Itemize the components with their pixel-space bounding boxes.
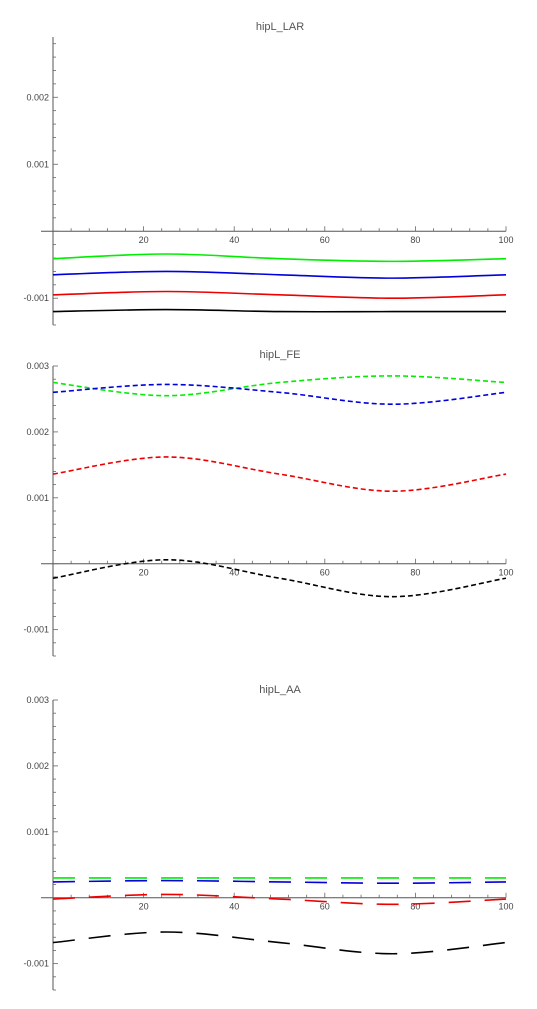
series-line-3 <box>52 893 507 906</box>
x-tick-label: 20 <box>139 235 149 245</box>
series-line-4 <box>52 931 507 955</box>
y-tick-label: 0.002 <box>26 92 49 102</box>
x-tick-label: 40 <box>229 902 239 912</box>
x-tick-label: 60 <box>320 902 330 912</box>
y-tick-label: -0.001 <box>23 625 49 635</box>
chart-title: hipL_AA <box>259 684 301 696</box>
chart-panel-hipL-FE: hipL_FE -0.001 0.001 0.002 0.003 20 40 60 80 100 <box>23 349 514 657</box>
series-line-4 <box>52 558 507 598</box>
y-tick-label: 0.002 <box>26 427 49 437</box>
y-tick-label: 0.001 <box>26 159 49 169</box>
chart-title: hipL_FE <box>260 349 301 361</box>
x-tick-label: 20 <box>139 902 149 912</box>
series-line-3 <box>52 456 507 493</box>
chart-title: hipL_LAR <box>256 21 304 33</box>
x-tick-label: 40 <box>229 235 239 245</box>
x-tick-label: 60 <box>320 235 330 245</box>
y-tick-label: 0.003 <box>26 361 49 371</box>
chart-panel-hipL-AA: hipL_AA -0.001 0.001 0.002 0.003 20 40 60 80 100 <box>23 684 514 991</box>
x-tick-label: 80 <box>410 235 420 245</box>
y-tick-label: 0.003 <box>26 695 49 705</box>
x-tick-label: 40 <box>229 568 239 578</box>
x-tick-label: 100 <box>498 902 513 912</box>
x-tick-label: 100 <box>498 235 513 245</box>
series-line-4 <box>52 308 506 313</box>
y-tick-label: 0.001 <box>26 827 49 837</box>
x-tick-label: 80 <box>410 568 420 578</box>
series-line-2 <box>52 879 507 885</box>
x-tick-label: 60 <box>320 568 330 578</box>
series-line-2 <box>52 270 507 279</box>
x-tick-label: 20 <box>139 568 149 578</box>
series-line-2 <box>52 383 507 406</box>
x-tick-label: 100 <box>498 568 513 578</box>
y-tick-label: 0.002 <box>26 761 49 771</box>
y-tick-label: -0.001 <box>23 293 49 303</box>
y-tick-label: -0.001 <box>23 959 49 969</box>
y-tick-label: 0.001 <box>26 493 49 503</box>
series-line-1 <box>52 375 507 397</box>
x-tick-label: 80 <box>410 902 420 912</box>
chart-panel-hipL-LAR: hipL_LAR -0.001 0.001 0.002 20 40 60 80 100 <box>23 21 514 326</box>
series-line-3 <box>52 290 507 300</box>
series-line-1 <box>52 253 507 263</box>
